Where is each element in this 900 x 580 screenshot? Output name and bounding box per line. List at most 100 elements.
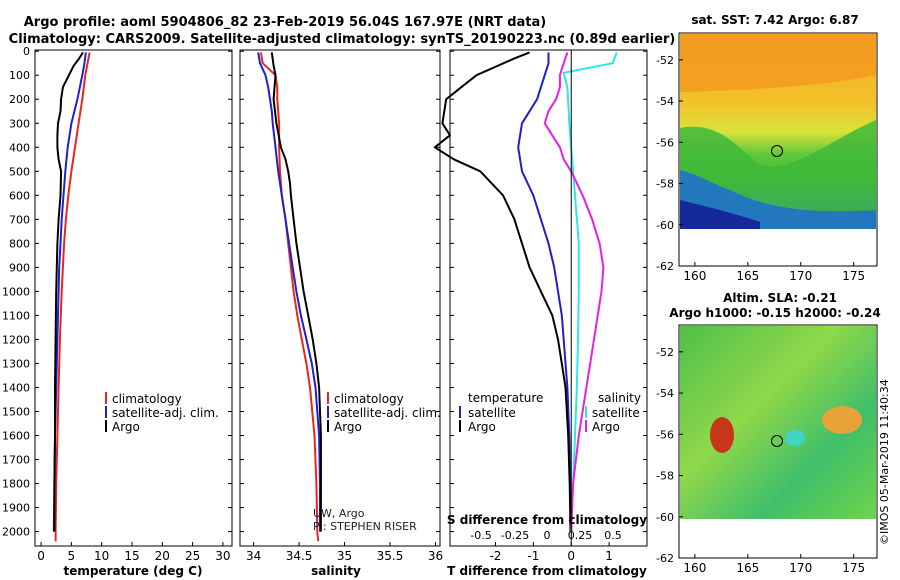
depth-tick-label: 400	[9, 141, 30, 154]
depth-tick-label: 1100	[2, 309, 30, 322]
map-y-tick-label: -52	[656, 346, 674, 359]
depth-tick-label: 1200	[2, 333, 30, 346]
difference-x-label: T difference from climatology	[447, 564, 647, 578]
legend-label-satellite: satellite-adj. clim.	[112, 406, 219, 420]
sla-cyan-anomaly	[785, 430, 805, 446]
depth-tick-label: 1300	[2, 357, 30, 370]
difference-panel: -2 -1 0 1 T difference from climatology S d…	[433, 49, 648, 578]
sla-low-anomaly	[710, 417, 734, 453]
depth-tick-label: 300	[9, 117, 30, 130]
temperature-x-axis: 0 5 10 15 20 25 30	[37, 542, 231, 563]
salinity-panel: 34 34.5 35 35.5 36 salinity climatology sate…	[239, 49, 443, 578]
map-y-tick-label: -60	[656, 219, 674, 232]
map-y-tick-label: -54	[656, 95, 674, 108]
map-y-tick-label: -56	[656, 136, 674, 149]
x-tick-label: 34.5	[286, 549, 313, 563]
pi-annotation-line1: UW, Argo	[313, 507, 365, 520]
x-tick-label: 34	[246, 549, 261, 563]
depth-tick-label: 900	[9, 261, 30, 274]
s-tick-label: 0.5	[604, 529, 622, 542]
sla-map-panel: Altim. SLA: -0.21 Argo h1000: -0.15 h200…	[656, 291, 891, 575]
s-tick-label: 0	[544, 529, 551, 542]
temperature-diff-legend: temperature satellite Argo	[459, 391, 543, 434]
depth-tick-label: 1900	[2, 502, 30, 515]
x-tick-label: 30	[215, 549, 230, 563]
map-x-tick-label: 165	[736, 269, 759, 283]
depth-tick-label: 100	[9, 69, 30, 82]
sla-high-anomaly	[822, 406, 862, 434]
depth-tick-label: 1600	[2, 430, 30, 443]
float-location-marker	[771, 145, 783, 157]
x-tick-label: 25	[185, 549, 200, 563]
temperature-legend: climatology satellite-adj. clim. Argo	[105, 392, 219, 434]
sla-map-axes: 160 165 170 175 -52 -54 -56 -58 -60 -62	[656, 346, 865, 575]
map-x-tick-label: 175	[842, 561, 865, 575]
temperature-series	[52, 51, 91, 542]
series-line-satellite-adj-clim-	[257, 52, 321, 532]
x-tick-label: 35	[337, 549, 352, 563]
map-x-tick-label: 170	[789, 269, 812, 283]
depth-tick-label: 1000	[2, 285, 30, 298]
map-y-tick-label: -52	[656, 54, 674, 67]
sst-map-title: sat. SST: 7.42 Argo: 6.87	[691, 13, 858, 27]
temperature-panel: 0100200300400500600700800900100011001200…	[2, 45, 233, 578]
x-tick-label: 0	[37, 549, 45, 563]
legend-label-satellite: satellite-adj. clim.	[334, 406, 441, 420]
map-x-tick-label: 175	[842, 269, 865, 283]
x-tick-label: 15	[124, 549, 139, 563]
legend-label-temp-argo: Argo	[468, 420, 496, 434]
depth-tick-label: 0	[23, 45, 30, 58]
depth-tick-label: 500	[9, 165, 30, 178]
salinity-depth-ticks	[240, 50, 440, 533]
series-line-argo	[53, 51, 84, 532]
map-y-tick-label: -58	[656, 470, 674, 483]
legend-label-climatology: climatology	[112, 392, 182, 406]
map-y-tick-label: -56	[656, 428, 674, 441]
salinity-x-axis: 34 34.5 35 35.5 36	[246, 542, 443, 563]
salinity-legend: climatology satellite-adj. clim. Argo	[327, 392, 441, 434]
imos-timestamp: ©IMOS 05-Mar-2019 11:40:34	[878, 379, 891, 545]
s-difference-label: S difference from climatology	[447, 513, 647, 527]
float-location-marker	[771, 435, 783, 447]
figure-title-line2: Climatology: CARS2009. Satellite-adjuste…	[9, 32, 676, 47]
depth-axis: 0 100 200 300 400 500 600 700 800 900 1000 1100 1200…	[2, 45, 232, 539]
series-line-salinity-satellite	[562, 52, 618, 532]
depth-tick-label: 600	[9, 189, 30, 202]
depth-tick-label: 1800	[2, 478, 30, 491]
map-x-tick-label: 160	[683, 269, 706, 283]
depth-tick-label: 1400	[2, 381, 30, 394]
sst-map-axes: 160 165 170 175 -52 -54 -56 -58 -60 -62	[656, 54, 865, 283]
temperature-x-label: temperature (deg C)	[64, 564, 203, 578]
x-tick-label: -1	[527, 549, 539, 563]
map-y-tick-label: -62	[656, 552, 674, 565]
map-x-tick-label: 165	[736, 561, 759, 575]
series-line-temperature-satellite	[517, 52, 573, 532]
x-tick-label: 20	[155, 549, 170, 563]
s-tick-label: -0.5	[470, 529, 491, 542]
sla-map-title-line2: Argo h1000: -0.15 h2000: -0.24	[669, 306, 880, 320]
x-tick-label: -2	[489, 549, 501, 563]
difference-depth-ticks	[450, 50, 647, 533]
series-line-climatology	[54, 52, 91, 542]
sst-map-panel: sat. SST: 7.42 Argo: 6.87 160 165 170 175 -5…	[656, 13, 878, 283]
depth-tick-label: 2000	[2, 526, 30, 539]
salinity-x-label: salinity	[311, 564, 361, 578]
map-x-tick-label: 170	[789, 561, 812, 575]
sla-map-title-line1: Altim. SLA: -0.21	[723, 291, 837, 305]
depth-tick-label: 700	[9, 213, 30, 226]
x-tick-label: 0	[567, 549, 575, 563]
legend-title-temperature: temperature	[468, 391, 543, 405]
legend-title-salinity: salinity	[598, 391, 641, 405]
s-tick-label: -0.25	[501, 529, 529, 542]
legend-label-argo: Argo	[334, 420, 362, 434]
series-line-argo	[270, 52, 322, 532]
map-y-tick-label: -60	[656, 511, 674, 524]
salinity-plot-frame	[239, 49, 441, 547]
x-tick-label: 10	[94, 549, 109, 563]
x-tick-label: 35.5	[377, 549, 404, 563]
legend-label-climatology: climatology	[334, 392, 404, 406]
legend-label-argo: Argo	[112, 420, 140, 434]
x-tick-label: 36	[428, 549, 443, 563]
map-y-tick-label: -54	[656, 387, 674, 400]
